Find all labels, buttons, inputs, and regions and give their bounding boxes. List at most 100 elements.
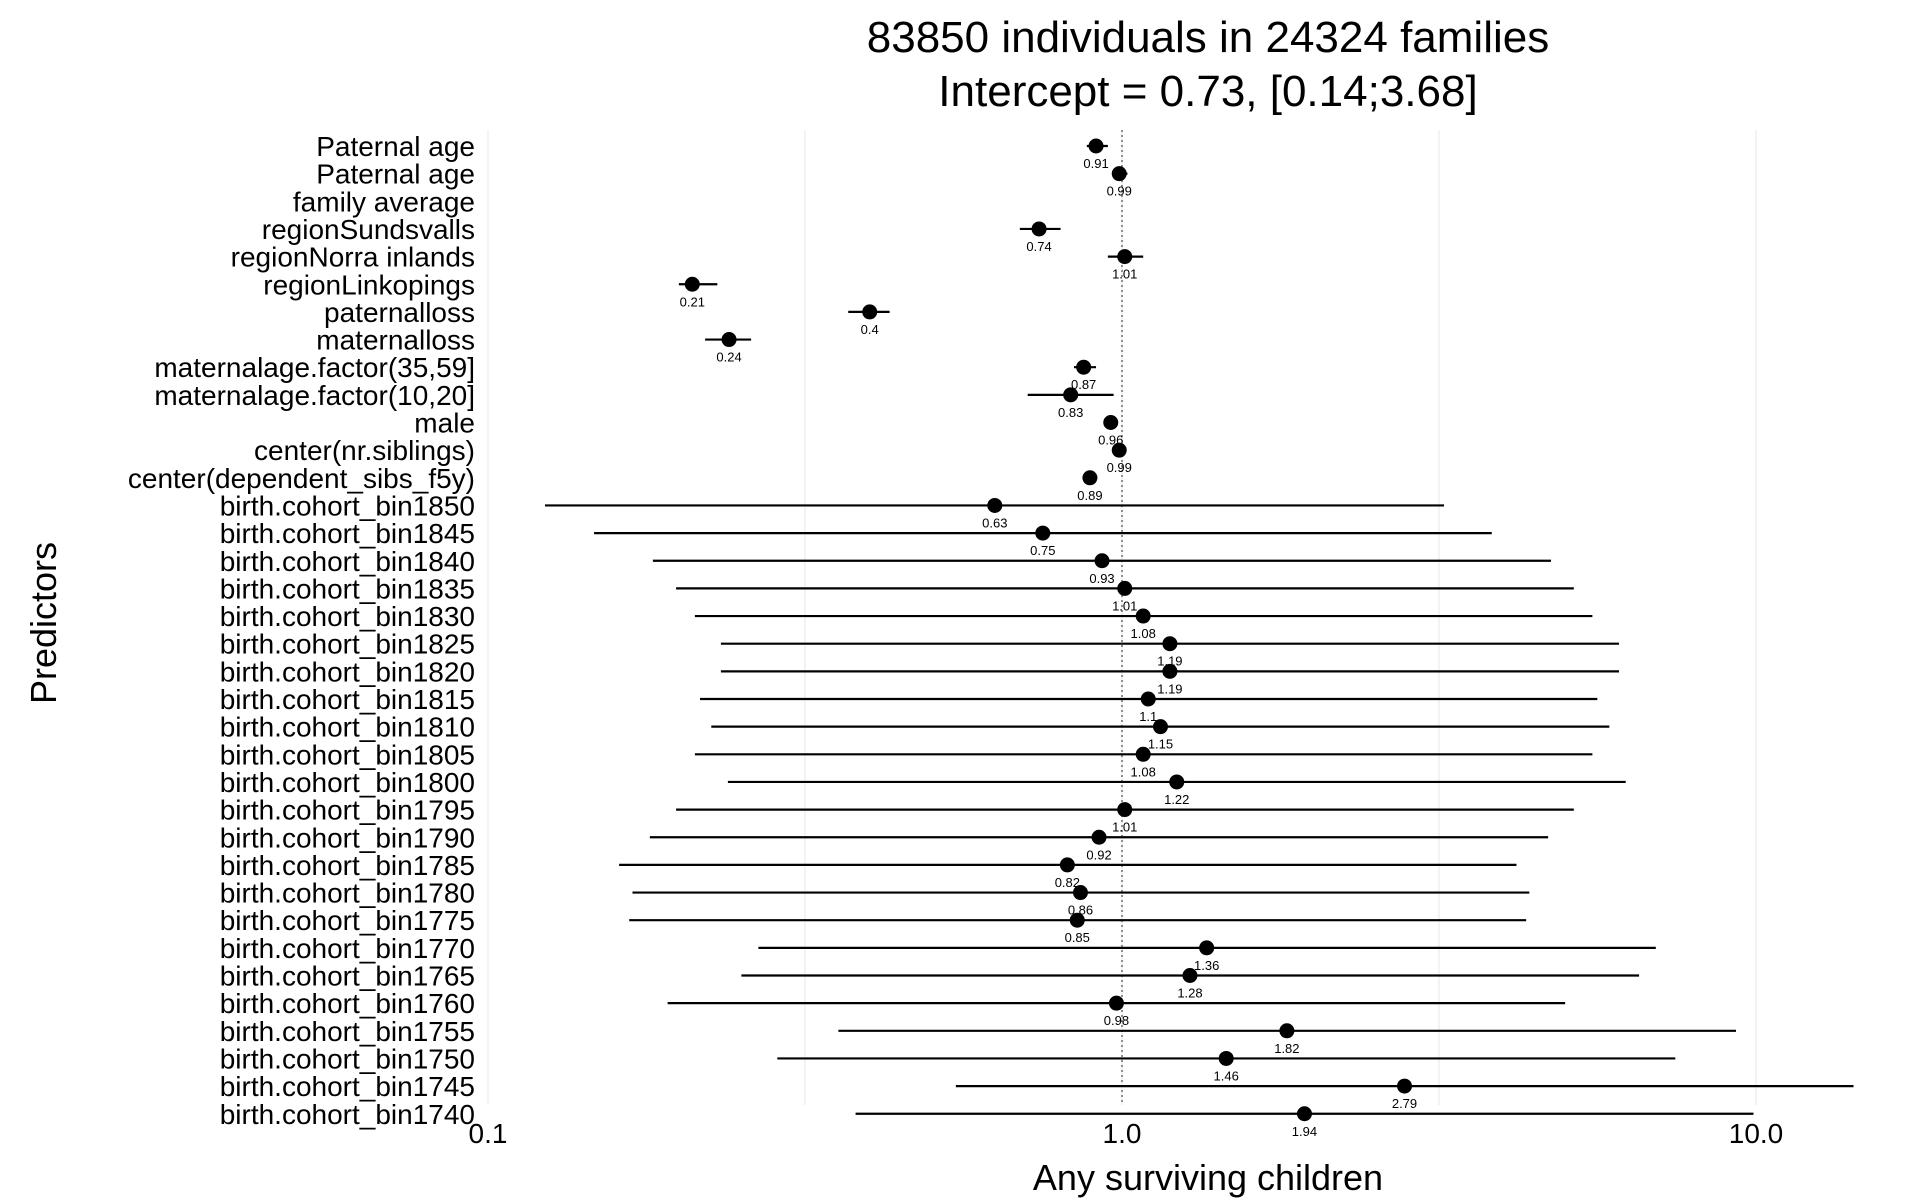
estimate-label: 1.28 <box>1177 986 1202 1001</box>
estimate-label: 1.94 <box>1292 1124 1317 1139</box>
predictor-label: birth.cohort_bin1795 <box>220 795 475 826</box>
point-estimate <box>1117 249 1133 265</box>
estimate-label: 0.99 <box>1107 184 1132 199</box>
predictor-label: maternalage.factor(35,59] <box>154 352 475 383</box>
estimate-label: 2.79 <box>1392 1096 1417 1111</box>
estimate-label: 0.4 <box>861 322 879 337</box>
point-estimate <box>1279 1023 1295 1039</box>
estimate-label: 1.08 <box>1131 764 1156 779</box>
x-tick-label: 10.0 <box>1729 1118 1784 1149</box>
estimate-label: 0.21 <box>680 294 705 309</box>
estimate-label: 0.99 <box>1107 460 1132 475</box>
point-estimate <box>1094 553 1110 569</box>
estimate-label: 1.01 <box>1112 598 1137 613</box>
point-estimate <box>1035 525 1051 541</box>
point-estimate <box>1296 1106 1312 1122</box>
predictor-label: birth.cohort_bin1785 <box>220 850 475 881</box>
point-estimate <box>1069 912 1085 928</box>
estimate-label: 0.63 <box>982 515 1007 530</box>
predictor-label: birth.cohort_bin1740 <box>220 1099 475 1130</box>
y-axis-title: Predictors <box>23 542 64 704</box>
point-estimate <box>1076 359 1092 375</box>
predictor-label: birth.cohort_bin1815 <box>220 684 475 715</box>
estimate-label: 1.01 <box>1112 267 1137 282</box>
point-estimate <box>1088 138 1104 154</box>
estimate-label: 0.89 <box>1077 488 1102 503</box>
estimate-label: 0.24 <box>716 350 741 365</box>
predictor-label: Paternal age <box>316 159 475 190</box>
x-axis-title: Any surviving children <box>1033 1157 1383 1198</box>
predictor-label: birth.cohort_bin1770 <box>220 933 475 964</box>
predictor-label: birth.cohort_bin1750 <box>220 1043 475 1074</box>
point-estimate <box>1135 746 1151 762</box>
predictor-label: maternalage.factor(10,20] <box>154 380 475 411</box>
predictor-label: Paternal age <box>316 131 475 162</box>
predictor-label: birth.cohort_bin1745 <box>220 1071 475 1102</box>
point-estimate <box>1108 995 1124 1011</box>
estimate-label: 0.83 <box>1058 405 1083 420</box>
predictor-label: birth.cohort_bin1760 <box>220 988 475 1019</box>
x-axis-ticks: 0.1 1.0 10.0 <box>469 1118 1784 1149</box>
predictor-label: birth.cohort_bin1765 <box>220 961 475 992</box>
point-estimate <box>1140 691 1156 707</box>
point-estimate <box>1162 636 1178 652</box>
predictor-label: birth.cohort_bin1825 <box>220 629 475 660</box>
estimate-label: 1.08 <box>1131 626 1156 641</box>
predictor-rows: 0.910.990.741.010.210.40.240.870.830.960… <box>544 138 1854 1139</box>
estimate-label: 1.36 <box>1194 958 1219 973</box>
point-estimate <box>862 304 878 320</box>
estimate-label: 1.1 <box>1139 709 1157 724</box>
predictor-label: regionNorra inlands <box>231 242 475 273</box>
estimate-label: 0.98 <box>1104 1013 1129 1028</box>
estimate-label: 1.01 <box>1112 820 1137 835</box>
predictor-label: regionLinkopings <box>263 269 475 300</box>
chart-title: 83850 individuals in 24324 families <box>867 13 1549 62</box>
point-estimate <box>1117 802 1133 818</box>
point-estimate <box>1059 857 1075 873</box>
estimate-label: 1.19 <box>1157 681 1182 696</box>
predictor-label: birth.cohort_bin1850 <box>220 490 475 521</box>
predictor-label: birth.cohort_bin1830 <box>220 601 475 632</box>
point-estimate <box>1152 719 1168 735</box>
point-estimate <box>1397 1078 1413 1094</box>
gridlines <box>487 130 1757 1105</box>
point-estimate <box>1135 608 1151 624</box>
point-estimate <box>721 332 737 348</box>
point-estimate <box>1111 166 1127 182</box>
predictor-label: birth.cohort_bin1775 <box>220 905 475 936</box>
point-estimate <box>1082 470 1098 486</box>
predictor-label: maternalloss <box>316 325 475 356</box>
point-estimate <box>1103 415 1119 430</box>
predictor-label: center(dependent_sibs_f5y) <box>128 463 475 494</box>
estimate-label: 0.87 <box>1071 377 1096 392</box>
estimate-label: 1.82 <box>1274 1041 1299 1056</box>
point-estimate <box>1218 1050 1234 1066</box>
estimate-label: 1.19 <box>1157 654 1182 669</box>
predictor-label: birth.cohort_bin1800 <box>220 767 475 798</box>
x-tick-label: 1.0 <box>1103 1118 1142 1149</box>
predictor-label: birth.cohort_bin1810 <box>220 712 475 743</box>
point-estimate <box>987 497 1003 513</box>
estimate-label: 0.93 <box>1089 571 1114 586</box>
estimate-label: 0.91 <box>1083 156 1108 171</box>
point-estimate <box>1063 387 1079 403</box>
predictor-label: birth.cohort_bin1840 <box>220 546 475 577</box>
predictor-label: paternalloss <box>324 297 475 328</box>
estimate-label: 0.74 <box>1026 239 1051 254</box>
point-estimate <box>1199 940 1215 956</box>
point-estimate <box>684 276 700 292</box>
estimate-label: 1.15 <box>1148 737 1173 752</box>
x-tick-label: 0.1 <box>469 1118 508 1149</box>
estimate-label: 1.22 <box>1164 792 1189 807</box>
chart-subtitle: Intercept = 0.73, [0.14;3.68] <box>938 67 1477 116</box>
point-estimate <box>1091 829 1107 845</box>
point-estimate <box>1162 663 1178 679</box>
point-estimate <box>1182 968 1198 983</box>
point-estimate <box>1111 442 1127 458</box>
predictor-label: birth.cohort_bin1755 <box>220 1016 475 1047</box>
predictor-label: male <box>414 408 475 439</box>
predictor-label: center(nr.siblings) <box>254 435 475 466</box>
point-estimate <box>1072 885 1088 901</box>
predictor-label: birth.cohort_bin1820 <box>220 656 475 687</box>
